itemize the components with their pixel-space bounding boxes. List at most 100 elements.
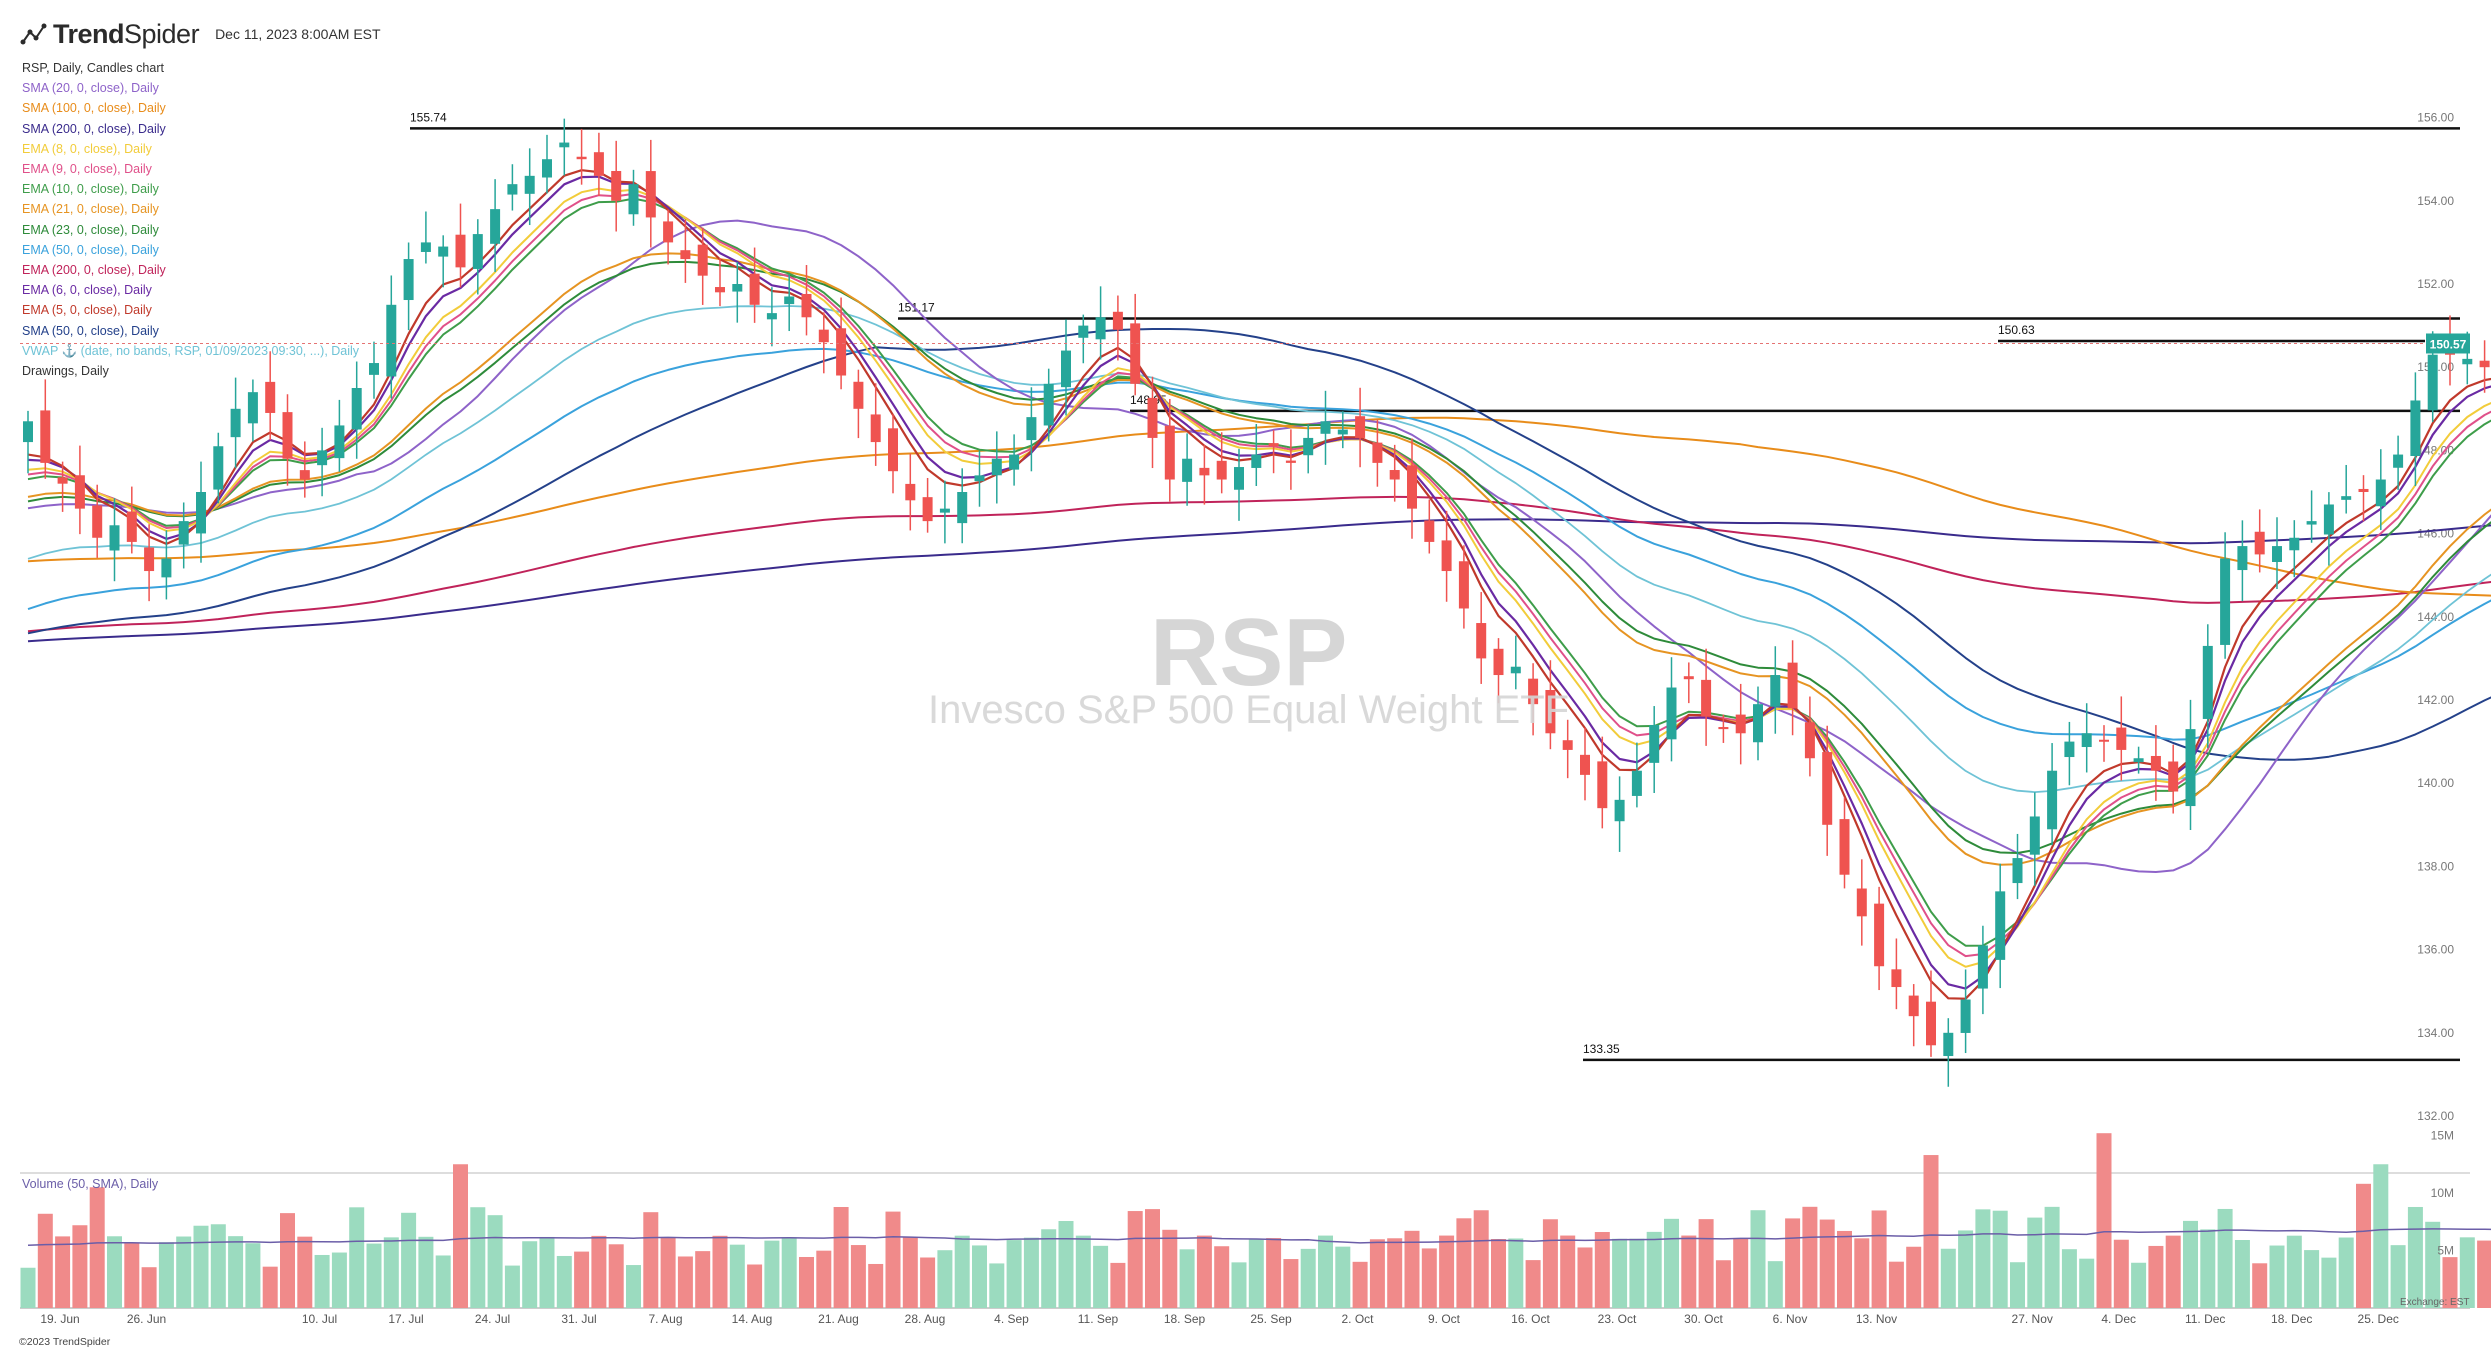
candle-body [455, 234, 466, 268]
legend-item[interactable]: VWAP ⚓ (date, no bands, RSP, 01/09/2023 … [22, 343, 360, 358]
volume-bar [2252, 1263, 2268, 1308]
legend-item[interactable]: EMA (23, 0, close), Daily [22, 222, 159, 237]
volume-bar [1248, 1239, 1264, 1308]
volume-bar [989, 1263, 1005, 1308]
chart-datetime: Dec 11, 2023 8:00AM EST [215, 26, 381, 42]
legend-item[interactable]: SMA (100, 0, close), Daily [22, 101, 166, 116]
volume-bar [1110, 1262, 1126, 1308]
candle-body [386, 304, 397, 377]
candle-body [299, 470, 310, 480]
candle-body [749, 273, 760, 305]
x-tick-label: 4. Sep [994, 1312, 1029, 1326]
x-tick-label: 25. Dec [2358, 1312, 2399, 1326]
volume-bar [1802, 1206, 1818, 1308]
x-tick-label: 14. Aug [732, 1312, 773, 1326]
volume-bar [1819, 1219, 1835, 1308]
volume-bar [2113, 1239, 2129, 1308]
candle-body [2133, 758, 2144, 763]
volume-bar [2459, 1237, 2475, 1308]
moving-average-line [27, 328, 2491, 761]
volume-bar [972, 1245, 987, 1308]
volume-bar [781, 1237, 797, 1308]
candle-body [403, 259, 414, 301]
volume-bar [470, 1207, 486, 1308]
legend-item[interactable]: SMA (200, 0, close), Daily [22, 121, 166, 136]
x-tick-label: 6. Nov [1773, 1312, 1808, 1326]
level-label: 155.74 [410, 110, 447, 124]
candle-body [1804, 722, 1815, 759]
candle-body [1580, 754, 1590, 775]
legend-item[interactable]: EMA (5, 0, close), Daily [22, 303, 152, 318]
volume-bar [210, 1224, 226, 1308]
volume-bar [401, 1212, 417, 1308]
legend-item[interactable]: SMA (20, 0, close), Daily [22, 81, 159, 96]
volume-bar [1906, 1246, 1922, 1308]
candle-body [2289, 537, 2300, 551]
x-tick-label: 13. Nov [1856, 1312, 1897, 1326]
legend-item[interactable]: EMA (10, 0, close), Daily [22, 182, 159, 197]
x-tick-label: 30. Oct [1684, 1312, 1723, 1326]
candle-body [2099, 739, 2109, 742]
candle-body [1787, 662, 1798, 709]
volume-bar [89, 1187, 105, 1308]
candle-body [576, 156, 587, 160]
candle-body [870, 414, 881, 443]
x-tick-label: 26. Jun [127, 1312, 166, 1326]
x-tick-label: 2. Oct [1341, 1312, 1374, 1326]
candle-body [472, 234, 483, 269]
candle-body [2427, 354, 2438, 411]
candle-body [247, 392, 258, 424]
volume-bar [1871, 1210, 1887, 1308]
volume-bar [1041, 1229, 1057, 1308]
candle-body [628, 184, 639, 215]
x-tick-label: 27. Nov [2012, 1312, 2053, 1326]
volume-bar [2477, 1240, 2491, 1308]
volume-bar [37, 1213, 53, 1308]
volume-bar [937, 1250, 953, 1308]
x-tick-label: 17. Jul [388, 1312, 423, 1326]
legend-item[interactable]: EMA (200, 0, close), Daily [22, 263, 166, 278]
volume-bar [20, 1267, 36, 1308]
legend-item[interactable]: SMA (50, 0, close), Daily [22, 323, 159, 338]
legend-item[interactable]: EMA (50, 0, close), Daily [22, 242, 159, 257]
y-tick-label: 138.00 [2417, 859, 2454, 873]
candle-body [1770, 675, 1781, 707]
x-tick-label: 7. Aug [648, 1312, 682, 1326]
volume-bar [1162, 1229, 1178, 1308]
volume-bar [193, 1225, 209, 1308]
volume-bar [1456, 1218, 1472, 1308]
candle-body [939, 508, 950, 513]
legend-item[interactable]: EMA (8, 0, close), Daily [22, 141, 152, 156]
candle-body [2202, 645, 2213, 719]
candle-body [126, 511, 137, 542]
legend-item[interactable]: Drawings, Daily [22, 364, 109, 379]
x-tick-label: 31. Jul [561, 1312, 596, 1326]
candle-body [784, 296, 795, 305]
volume-bar [1006, 1240, 1022, 1308]
volume-bar [314, 1254, 330, 1308]
moving-average-line [27, 175, 2491, 990]
moving-average-line [27, 192, 2491, 958]
volume-bar [331, 1252, 347, 1308]
candle-body [1666, 687, 1677, 740]
candle-body [1753, 704, 1763, 743]
volume-bar [799, 1256, 814, 1308]
candle-body [836, 328, 847, 376]
candle-body [957, 492, 968, 524]
moving-averages [27, 169, 2491, 1000]
moving-average-line [27, 187, 2491, 968]
candle-body [351, 388, 362, 430]
candle-body [1718, 727, 1729, 730]
legend-item[interactable]: EMA (9, 0, close), Daily [22, 162, 152, 177]
legend-item[interactable]: EMA (21, 0, close), Daily [22, 202, 159, 217]
volume-bar [816, 1250, 832, 1308]
candle-body [282, 412, 293, 459]
candle-body [2323, 504, 2334, 535]
volume-bar [643, 1212, 659, 1308]
volume-bar [2044, 1206, 2060, 1308]
legend-item[interactable]: EMA (6, 0, close), Daily [22, 283, 152, 298]
candle-body [974, 475, 985, 482]
volume-bar [1404, 1230, 1420, 1308]
chart-title: RSP, Daily, Candles chart [22, 61, 164, 75]
